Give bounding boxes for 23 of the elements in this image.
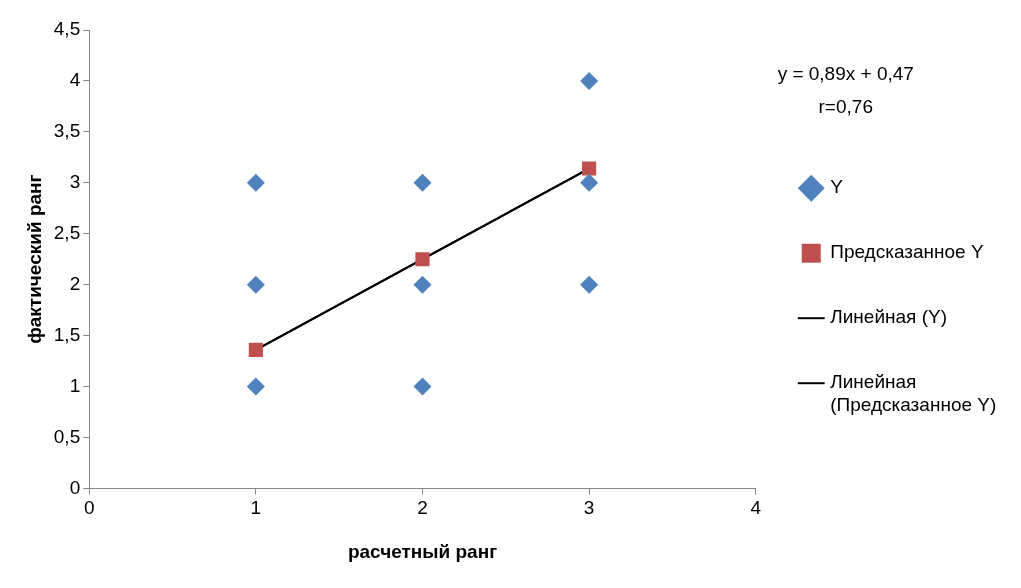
y-tick-label: 1,5 bbox=[53, 323, 81, 345]
x-tick-label: 1 bbox=[250, 497, 262, 519]
text: r=0,76 bbox=[818, 96, 873, 118]
y-tick-label: 0,5 bbox=[53, 425, 81, 447]
y-tick-label: 3,5 bbox=[53, 120, 81, 142]
y-tick-label: 1 bbox=[69, 374, 81, 396]
y-tick-label: 2 bbox=[69, 272, 81, 294]
x-axis-title: расчетный ранг bbox=[347, 540, 498, 562]
y-tick-label: 4 bbox=[69, 69, 81, 91]
y-tick-label: 0 bbox=[69, 476, 81, 498]
x-tick-label: 2 bbox=[417, 497, 428, 519]
legend-label: Предсказанное Y bbox=[830, 241, 984, 263]
x-tick-label: 3 bbox=[583, 497, 595, 519]
legend-label: Линейная (Y) bbox=[830, 306, 947, 328]
y-axis-title: фактический ранг bbox=[23, 174, 45, 344]
y-tick-label: 3 bbox=[69, 171, 81, 193]
legend-label: Y bbox=[830, 176, 844, 198]
x-tick-label: 4 bbox=[750, 497, 762, 519]
x-tick-label: 0 bbox=[83, 497, 95, 519]
y-tick-label: 2,5 bbox=[53, 221, 81, 243]
text: y = 0,89x + 0,47 bbox=[777, 63, 914, 85]
legend-label: Линейная (Предсказанное Y) bbox=[830, 371, 997, 416]
y-tick-label: 4,5 bbox=[53, 18, 81, 40]
